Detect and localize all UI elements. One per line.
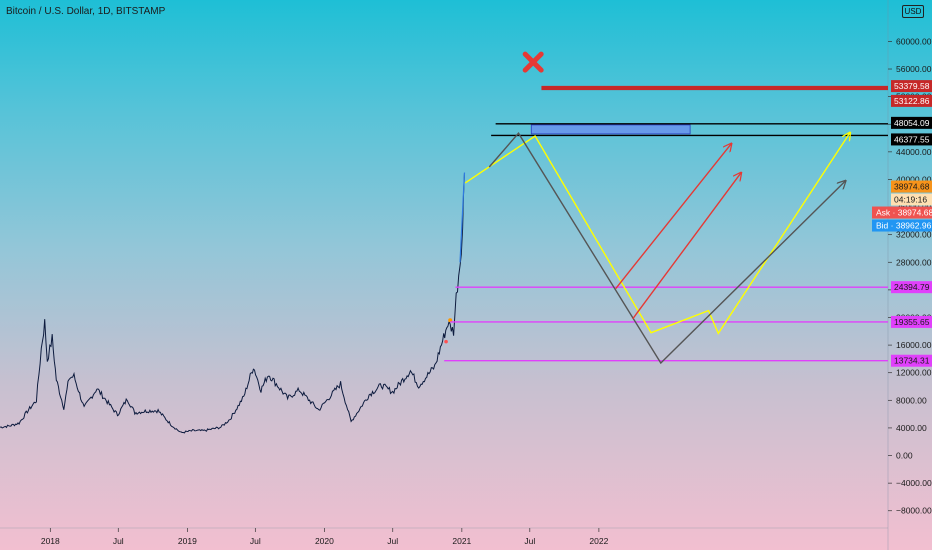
projection-arrow-red — [632, 173, 742, 320]
y-tick-label: 0.00 — [896, 451, 913, 461]
x-tick-label: 2022 — [589, 536, 608, 546]
x-tick-label: Jul — [387, 536, 398, 546]
rejection-cross — [522, 51, 544, 73]
price-label-19355-text: 19355.65 — [894, 317, 930, 327]
x-tick-label: 2021 — [452, 536, 471, 546]
price-label-48054-text: 48054.09 — [894, 118, 930, 128]
x-tick-label: 2019 — [178, 536, 197, 546]
price-label-13734-bg — [891, 354, 932, 367]
price-label-48054: 48054.09 — [891, 116, 932, 129]
projection-arrow-red — [615, 144, 732, 289]
price-label-19355: 19355.65 — [891, 315, 932, 328]
price-label-53379: 53379.58 — [891, 80, 932, 93]
ask-label-text: Ask · 38974.68 — [876, 208, 932, 218]
price-series-tail — [459, 172, 466, 263]
price-label-48054-bg — [891, 116, 932, 129]
price-label-24394-bg — [891, 281, 932, 294]
price-label-13734-text: 13734.31 — [894, 356, 930, 366]
x-tick-label: 2020 — [315, 536, 334, 546]
bid-label-bg — [872, 219, 932, 232]
event-marker — [444, 339, 448, 344]
x-tick-label: Jul — [113, 536, 124, 546]
target-zone-rect — [530, 124, 691, 135]
price-label-46377-text: 46377.55 — [894, 134, 930, 144]
price-label-last-text: 38974.68 — [894, 182, 930, 192]
price-label-46377-bg — [891, 133, 932, 146]
x-tick-label: Jul — [524, 536, 535, 546]
y-tick-label: 40000.00 — [896, 174, 932, 184]
chart-title: Bitcoin / U.S. Dollar, 1D, BITSTAMP — [6, 6, 166, 17]
y-tick-label: 8000.00 — [896, 395, 927, 405]
projection-path-gray — [488, 132, 845, 365]
price-label-46377: 46377.55 — [891, 133, 932, 146]
price-label-last-bg — [891, 180, 932, 193]
price-label-53122-bg — [891, 94, 932, 107]
price-label-53379-text: 53379.58 — [894, 81, 930, 91]
price-label-last: 38974.68 — [891, 180, 932, 193]
ask-label: Ask · 38974.68 — [872, 206, 932, 219]
price-label-13734: 13734.31 — [891, 354, 932, 367]
y-tick-label: 60000.00 — [896, 36, 932, 46]
price-label-countdown-text: 04:19:16 — [894, 195, 927, 205]
y-tick-label: 12000.00 — [896, 368, 932, 378]
currency-button[interactable]: USD — [902, 5, 924, 18]
x-tick-label: Jul — [250, 536, 261, 546]
price-label-53379-bg — [891, 80, 932, 93]
y-tick-label: 16000.00 — [896, 340, 932, 350]
price-label-24394-text: 24394.79 — [894, 282, 930, 292]
price-series-line — [0, 172, 465, 434]
y-tick-label: −8000.00 — [896, 506, 932, 516]
price-label-19355-bg — [891, 315, 932, 328]
price-label-53122: 53122.86 — [891, 94, 932, 107]
x-tick-label: 2018 — [41, 536, 60, 546]
bid-label: Bid · 38962.96 — [872, 219, 932, 232]
bid-label-text: Bid · 38962.96 — [876, 221, 932, 231]
ask-label-bg — [872, 206, 932, 219]
projection-path-yellow — [464, 133, 850, 335]
price-label-53122-text: 53122.86 — [894, 96, 930, 106]
y-tick-label: 4000.00 — [896, 423, 927, 433]
y-tick-label: 44000.00 — [896, 147, 932, 157]
y-tick-label: 56000.00 — [896, 64, 932, 74]
price-label-24394: 24394.79 — [891, 281, 932, 294]
y-tick-label: 32000.00 — [896, 230, 932, 240]
price-label-countdown: 04:19:16 — [891, 193, 932, 206]
price-label-countdown-bg — [891, 193, 932, 206]
y-tick-label: 28000.00 — [896, 257, 932, 267]
y-tick-label: −4000.00 — [896, 478, 932, 488]
